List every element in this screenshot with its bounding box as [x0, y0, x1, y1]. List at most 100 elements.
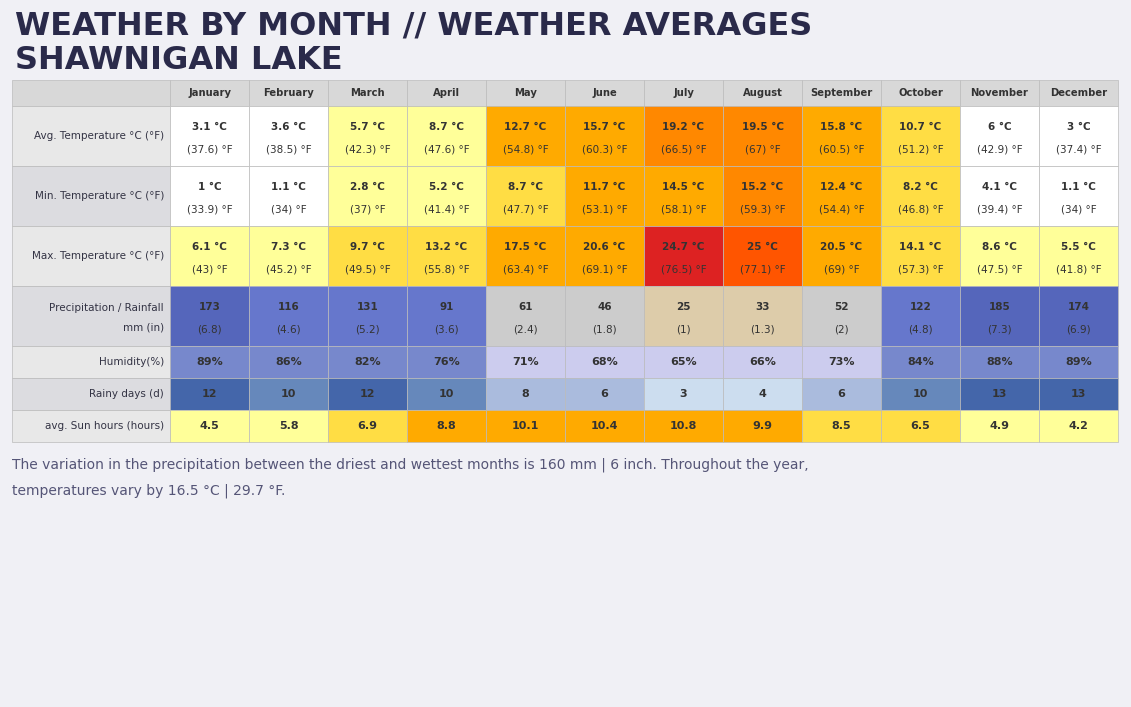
- Bar: [1039, 166, 1119, 226]
- Text: 1.1 °C: 1.1 °C: [271, 182, 307, 192]
- Text: (47.5) °F: (47.5) °F: [977, 264, 1022, 274]
- Bar: [723, 378, 802, 410]
- Text: 52: 52: [835, 302, 848, 312]
- Bar: [170, 226, 249, 286]
- Bar: [249, 286, 328, 346]
- Text: 14.1 °C: 14.1 °C: [899, 242, 942, 252]
- Text: 19.5 °C: 19.5 °C: [742, 122, 784, 132]
- Text: 86%: 86%: [275, 357, 302, 367]
- Text: 24.7 °C: 24.7 °C: [663, 242, 705, 252]
- Bar: [566, 378, 644, 410]
- Bar: [1039, 106, 1119, 166]
- Text: 8: 8: [521, 389, 529, 399]
- Text: 6: 6: [838, 389, 846, 399]
- Text: 71%: 71%: [512, 357, 538, 367]
- Text: Rainy days (d): Rainy days (d): [89, 389, 164, 399]
- Text: (55.8) °F: (55.8) °F: [424, 264, 469, 274]
- Bar: [723, 166, 802, 226]
- Bar: [723, 286, 802, 346]
- Text: 10: 10: [280, 389, 296, 399]
- Text: 185: 185: [988, 302, 1010, 312]
- Text: (67) °F: (67) °F: [744, 144, 780, 154]
- Text: (34) °F: (34) °F: [1061, 204, 1096, 214]
- Text: 76%: 76%: [433, 357, 460, 367]
- Text: mm (in): mm (in): [123, 323, 164, 333]
- Text: February: February: [264, 88, 314, 98]
- Text: 12.7 °C: 12.7 °C: [504, 122, 546, 132]
- Text: temperatures vary by 16.5 °C | 29.7 °F.: temperatures vary by 16.5 °C | 29.7 °F.: [12, 484, 285, 498]
- Text: 66%: 66%: [749, 357, 776, 367]
- Text: May: May: [515, 88, 537, 98]
- Text: 122: 122: [909, 302, 931, 312]
- Text: 3.1 °C: 3.1 °C: [192, 122, 227, 132]
- Bar: [249, 346, 328, 378]
- Bar: [407, 378, 486, 410]
- Text: 8.7 °C: 8.7 °C: [429, 122, 464, 132]
- Bar: [328, 226, 407, 286]
- Text: 8.7 °C: 8.7 °C: [508, 182, 543, 192]
- Text: 6 °C: 6 °C: [987, 122, 1011, 132]
- Text: 8.5: 8.5: [831, 421, 852, 431]
- Bar: [328, 106, 407, 166]
- Text: (37.6) °F: (37.6) °F: [187, 144, 232, 154]
- Text: 10.7 °C: 10.7 °C: [899, 122, 942, 132]
- Text: (76.5) °F: (76.5) °F: [661, 264, 707, 274]
- Bar: [249, 378, 328, 410]
- Text: (54.8) °F: (54.8) °F: [502, 144, 549, 154]
- Text: 4.1 °C: 4.1 °C: [982, 182, 1017, 192]
- Bar: [881, 226, 960, 286]
- Text: 9.7 °C: 9.7 °C: [351, 242, 385, 252]
- Bar: [249, 106, 328, 166]
- Bar: [644, 226, 723, 286]
- Text: October: October: [898, 88, 943, 98]
- Bar: [960, 226, 1039, 286]
- Text: (60.3) °F: (60.3) °F: [581, 144, 628, 154]
- Text: 5.8: 5.8: [278, 421, 299, 431]
- Text: (1.8): (1.8): [593, 325, 616, 334]
- Text: April: April: [433, 88, 460, 98]
- Text: (33.9) °F: (33.9) °F: [187, 204, 232, 214]
- Bar: [170, 166, 249, 226]
- Bar: [881, 410, 960, 442]
- Text: SHAWNIGAN LAKE: SHAWNIGAN LAKE: [15, 45, 343, 76]
- Text: 7.3 °C: 7.3 °C: [271, 242, 307, 252]
- Bar: [644, 378, 723, 410]
- Text: November: November: [970, 88, 1028, 98]
- Bar: [486, 410, 566, 442]
- Text: 5.7 °C: 5.7 °C: [349, 122, 385, 132]
- Text: (6.9): (6.9): [1067, 325, 1090, 334]
- Text: 4.9: 4.9: [990, 421, 1010, 431]
- Bar: [644, 166, 723, 226]
- Bar: [723, 80, 802, 106]
- Text: 10.8: 10.8: [670, 421, 697, 431]
- Bar: [723, 106, 802, 166]
- Bar: [960, 286, 1039, 346]
- Text: 15.2 °C: 15.2 °C: [742, 182, 784, 192]
- Text: 82%: 82%: [354, 357, 381, 367]
- Text: 1.1 °C: 1.1 °C: [1061, 182, 1096, 192]
- Bar: [723, 226, 802, 286]
- Text: March: March: [351, 88, 385, 98]
- Text: 46: 46: [597, 302, 612, 312]
- Text: June: June: [593, 88, 616, 98]
- Text: Humidity(%): Humidity(%): [98, 357, 164, 367]
- Text: 6: 6: [601, 389, 608, 399]
- Bar: [881, 166, 960, 226]
- Bar: [486, 346, 566, 378]
- Text: 173: 173: [199, 302, 221, 312]
- Text: (58.1) °F: (58.1) °F: [661, 204, 707, 214]
- Text: 6.9: 6.9: [357, 421, 378, 431]
- Bar: [644, 286, 723, 346]
- Bar: [170, 106, 249, 166]
- Text: (49.5) °F: (49.5) °F: [345, 264, 390, 274]
- Bar: [328, 346, 407, 378]
- Text: 13.2 °C: 13.2 °C: [425, 242, 467, 252]
- Text: Avg. Temperature °C (°F): Avg. Temperature °C (°F): [34, 131, 164, 141]
- Text: (37) °F: (37) °F: [349, 204, 386, 214]
- Text: 4: 4: [759, 389, 767, 399]
- Bar: [170, 80, 249, 106]
- Text: (43) °F: (43) °F: [191, 264, 227, 274]
- Bar: [566, 106, 644, 166]
- Text: September: September: [811, 88, 873, 98]
- Bar: [1039, 286, 1119, 346]
